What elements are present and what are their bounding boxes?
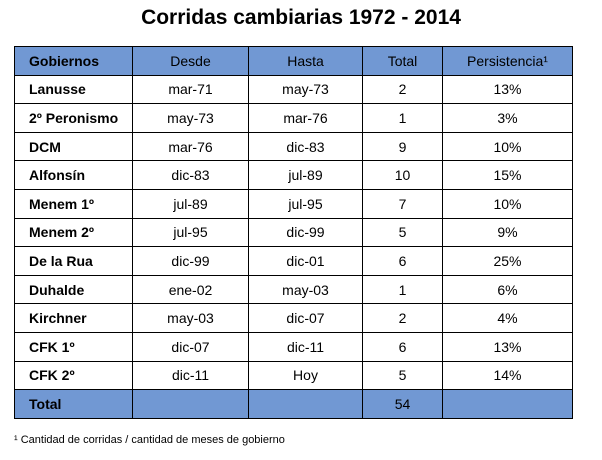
table-row: Menem 1º jul-89 jul-95 7 10% — [14, 188, 573, 219]
table-cell: CFK 2º — [14, 360, 133, 391]
table-cell: 2 — [362, 74, 443, 105]
table-cell: 14% — [442, 360, 573, 391]
table-row: CFK 2º dic-11 Hoy 5 14% — [14, 360, 573, 391]
table-cell: Kirchner — [14, 303, 133, 333]
table-cell: dic-01 — [248, 246, 363, 276]
table-cell: dic-07 — [248, 303, 363, 333]
table-cell: 3% — [442, 103, 573, 133]
table-cell: 2º Peronismo — [14, 103, 133, 133]
table-cell: dic-99 — [248, 217, 363, 248]
header-cell: Persistencia¹ — [442, 46, 573, 76]
table-cell: 1 — [362, 274, 443, 305]
table-row: Duhalde ene-02 may-03 1 6% — [14, 274, 573, 305]
header-cell: Desde — [132, 46, 249, 76]
table-row: De la Rua dic-99 dic-01 6 25% — [14, 246, 573, 276]
table-cell: dic-83 — [132, 160, 249, 190]
table-cell: jul-95 — [132, 217, 249, 248]
table-cell: 6 — [362, 246, 443, 276]
table: Gobiernos Desde Hasta Total Persistencia¹ La… — [14, 46, 573, 419]
table-cell: 25% — [442, 246, 573, 276]
table-head: Gobiernos Desde Hasta Total Persistencia¹ — [14, 46, 573, 76]
header-row: Gobiernos Desde Hasta Total Persistencia¹ — [14, 46, 573, 76]
header-cell: Total — [362, 46, 443, 76]
table-cell: jul-89 — [132, 188, 249, 219]
table-cell: Menem 2º — [14, 217, 133, 248]
table-cell: 5 — [362, 217, 443, 248]
table-cell: Hoy — [248, 360, 363, 391]
table-cell: 15% — [442, 160, 573, 190]
total-cell — [132, 389, 249, 419]
table-cell: 10% — [442, 131, 573, 162]
total-label: Total — [14, 389, 133, 419]
table-cell: 5 — [362, 360, 443, 391]
table-row: CFK 1º dic-07 dic-11 6 13% — [14, 331, 573, 362]
table-cell: dic-99 — [132, 246, 249, 276]
total-row: Total 54 — [14, 389, 573, 419]
table-cell: may-03 — [132, 303, 249, 333]
table-cell: 2 — [362, 303, 443, 333]
table-cell: 10 — [362, 160, 443, 190]
table-cell: may-73 — [248, 74, 363, 105]
table-cell: mar-71 — [132, 74, 249, 105]
table-row: DCM mar-76 dic-83 9 10% — [14, 131, 573, 162]
table-cell: may-73 — [132, 103, 249, 133]
table-cell: 9 — [362, 131, 443, 162]
table-cell: mar-76 — [248, 103, 363, 133]
table-cell: 13% — [442, 331, 573, 362]
table-cell: Menem 1º — [14, 188, 133, 219]
table-cell: 9% — [442, 217, 573, 248]
total-cell — [442, 389, 573, 419]
table-row: Alfonsín dic-83 jul-89 10 15% — [14, 160, 573, 190]
table-cell: dic-83 — [248, 131, 363, 162]
table-cell: De la Rua — [14, 246, 133, 276]
title: Corridas cambiarias 1972 - 2014 — [141, 6, 461, 29]
table-cell: dic-11 — [132, 360, 249, 391]
table-row: Menem 2º jul-95 dic-99 5 9% — [14, 217, 573, 248]
table-row: 2º Peronismo may-73 mar-76 1 3% — [14, 103, 573, 133]
table-cell: 7 — [362, 188, 443, 219]
footnote: ¹ Cantidad de corridas / cantidad de mes… — [14, 434, 285, 446]
table-cell: 6 — [362, 331, 443, 362]
table-cell: jul-95 — [248, 188, 363, 219]
table-cell: CFK 1º — [14, 331, 133, 362]
table-row: Kirchner may-03 dic-07 2 4% — [14, 303, 573, 333]
table-cell: ene-02 — [132, 274, 249, 305]
table-cell: mar-76 — [132, 131, 249, 162]
header-cell: Hasta — [248, 46, 363, 76]
table-cell: dic-11 — [248, 331, 363, 362]
total-value: 54 — [362, 389, 443, 419]
header-cell: Gobiernos — [14, 46, 133, 76]
table-cell: jul-89 — [248, 160, 363, 190]
table-cell: Alfonsín — [14, 160, 133, 190]
table-cell: dic-07 — [132, 331, 249, 362]
table-row: Lanusse mar-71 may-73 2 13% — [14, 74, 573, 105]
table-cell: DCM — [14, 131, 133, 162]
table-cell: 10% — [442, 188, 573, 219]
table-cell: Lanusse — [14, 74, 133, 105]
total-cell — [248, 389, 363, 419]
table-cell: 13% — [442, 74, 573, 105]
table-cell: 1 — [362, 103, 443, 133]
table-cell: may-03 — [248, 274, 363, 305]
table-body: Lanusse mar-71 may-73 2 13% 2º Peronismo may-7… — [14, 74, 573, 419]
table-cell: 4% — [442, 303, 573, 333]
table-cell: Duhalde — [14, 274, 133, 305]
table-cell: 6% — [442, 274, 573, 305]
